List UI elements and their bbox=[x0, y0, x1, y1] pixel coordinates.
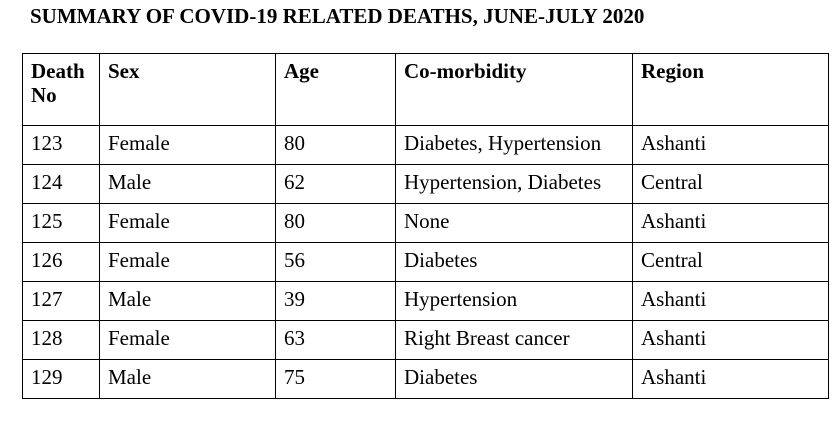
cell-age: 75 bbox=[275, 359, 396, 399]
page-title: SUMMARY OF COVID-19 RELATED DEATHS, JUNE… bbox=[30, 4, 645, 28]
cell-region: Ashanti bbox=[632, 281, 829, 321]
cell-age: 56 bbox=[275, 242, 396, 282]
table-row: 126 Female 56 Diabetes Central bbox=[22, 242, 829, 282]
cell-sex: Male bbox=[99, 359, 276, 399]
cell-comorbidity: Right Breast cancer bbox=[395, 320, 633, 360]
cell-death-no: 124 bbox=[22, 164, 100, 204]
cell-comorbidity: Diabetes bbox=[395, 359, 633, 399]
cell-death-no: 123 bbox=[22, 125, 100, 165]
cell-comorbidity: Hypertension, Diabetes bbox=[395, 164, 633, 204]
cell-region: Ashanti bbox=[632, 359, 829, 399]
deaths-summary-table: Death No Sex Age Co-morbidity Region 123… bbox=[22, 53, 829, 399]
cell-age: 80 bbox=[275, 125, 396, 165]
header-cell-death-no: Death No bbox=[22, 53, 100, 126]
cell-sex: Female bbox=[99, 203, 276, 243]
table-row: 124 Male 62 Hypertension, Diabetes Centr… bbox=[22, 164, 829, 204]
table-row: 127 Male 39 Hypertension Ashanti bbox=[22, 281, 829, 321]
cell-death-no: 127 bbox=[22, 281, 100, 321]
cell-sex: Male bbox=[99, 164, 276, 204]
cell-sex: Male bbox=[99, 281, 276, 321]
cell-age: 62 bbox=[275, 164, 396, 204]
cell-region: Ashanti bbox=[632, 125, 829, 165]
cell-age: 80 bbox=[275, 203, 396, 243]
document-page: SUMMARY OF COVID-19 RELATED DEATHS, JUNE… bbox=[0, 4, 840, 427]
table-header-row: Death No Sex Age Co-morbidity Region bbox=[22, 53, 829, 126]
header-cell-comorbidity: Co-morbidity bbox=[395, 53, 633, 126]
cell-sex: Female bbox=[99, 242, 276, 282]
cell-region: Ashanti bbox=[632, 203, 829, 243]
cell-age: 63 bbox=[275, 320, 396, 360]
cell-region: Central bbox=[632, 242, 829, 282]
table-row: 129 Male 75 Diabetes Ashanti bbox=[22, 359, 829, 399]
cell-sex: Female bbox=[99, 320, 276, 360]
cell-comorbidity: Hypertension bbox=[395, 281, 633, 321]
cell-death-no: 128 bbox=[22, 320, 100, 360]
cell-death-no: 129 bbox=[22, 359, 100, 399]
cell-death-no: 125 bbox=[22, 203, 100, 243]
table-row: 125 Female 80 None Ashanti bbox=[22, 203, 829, 243]
header-cell-region: Region bbox=[632, 53, 829, 126]
cell-comorbidity: Diabetes, Hypertension bbox=[395, 125, 633, 165]
header-cell-age: Age bbox=[275, 53, 396, 126]
cell-death-no: 126 bbox=[22, 242, 100, 282]
header-cell-sex: Sex bbox=[99, 53, 276, 126]
cell-sex: Female bbox=[99, 125, 276, 165]
cell-comorbidity: None bbox=[395, 203, 633, 243]
table-row: 123 Female 80 Diabetes, Hypertension Ash… bbox=[22, 125, 829, 165]
table-row: 128 Female 63 Right Breast cancer Ashant… bbox=[22, 320, 829, 360]
cell-comorbidity: Diabetes bbox=[395, 242, 633, 282]
cell-age: 39 bbox=[275, 281, 396, 321]
cell-region: Central bbox=[632, 164, 829, 204]
cell-region: Ashanti bbox=[632, 320, 829, 360]
